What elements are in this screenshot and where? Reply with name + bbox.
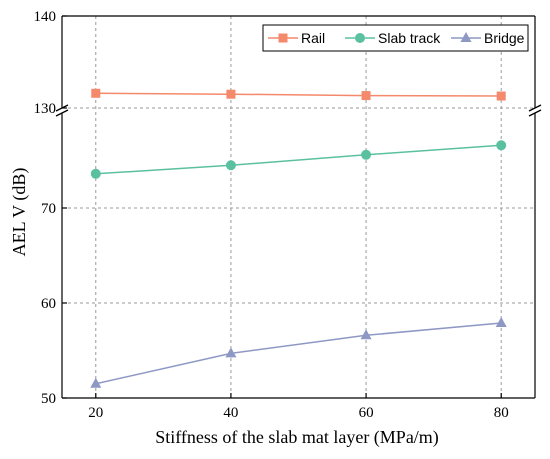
legend-marker-slab-track bbox=[355, 33, 365, 43]
data-point-rail bbox=[496, 91, 506, 101]
series-line-rail bbox=[95, 92, 502, 97]
tick-labels: 20 40 60 80 50 60 70 130 140 bbox=[34, 9, 509, 421]
data-point-bridge bbox=[225, 347, 237, 358]
legend-box bbox=[262, 24, 529, 52]
y-tick-label: 50 bbox=[41, 391, 56, 407]
legend-label-slab-track: Slab track bbox=[378, 30, 441, 46]
y-tick-label: 140 bbox=[34, 9, 57, 25]
data-point-slab-track bbox=[361, 149, 372, 160]
x-tick-label: 40 bbox=[223, 405, 238, 421]
data-point-slab-track bbox=[496, 140, 507, 151]
x-axis-title: Stiffness of the slab mat layer (MPa/m) bbox=[155, 427, 439, 448]
y-axis-title: AEL V (dB) bbox=[9, 168, 30, 257]
axis-break-mark bbox=[55, 109, 69, 117]
y-tick-label: 70 bbox=[41, 201, 56, 217]
series-line-slab-track bbox=[95, 144, 502, 175]
axis-break-mark bbox=[528, 109, 542, 117]
data-point-slab-track bbox=[90, 168, 101, 179]
axes bbox=[55, 15, 542, 399]
legend-marker-bridge bbox=[460, 32, 472, 42]
legend-marker-rail bbox=[278, 33, 288, 43]
series-slab-track bbox=[90, 140, 507, 179]
axis-break-mark bbox=[55, 104, 69, 112]
data-point-bridge bbox=[495, 316, 507, 327]
data-point-bridge bbox=[360, 329, 372, 340]
y-tick-label: 60 bbox=[41, 296, 56, 312]
series-layer bbox=[90, 88, 507, 388]
series-bridge bbox=[90, 316, 507, 388]
legend: Rail Slab track Bridge bbox=[262, 24, 529, 52]
data-point-slab-track bbox=[225, 160, 236, 171]
x-tick-label: 80 bbox=[494, 405, 509, 421]
data-point-rail bbox=[91, 88, 101, 98]
series-line-bridge bbox=[95, 322, 502, 385]
data-point-rail bbox=[361, 91, 371, 101]
series-rail bbox=[91, 88, 506, 101]
data-point-rail bbox=[226, 89, 236, 99]
x-tick-label: 60 bbox=[359, 405, 374, 421]
grid-lines bbox=[62, 16, 535, 398]
legend-label-rail: Rail bbox=[301, 30, 325, 46]
y-tick-label: 130 bbox=[34, 101, 57, 117]
axis-break-mark bbox=[528, 104, 542, 112]
legend-label-bridge: Bridge bbox=[484, 30, 525, 46]
x-tick-label: 20 bbox=[88, 405, 103, 421]
data-point-bridge bbox=[90, 377, 102, 388]
